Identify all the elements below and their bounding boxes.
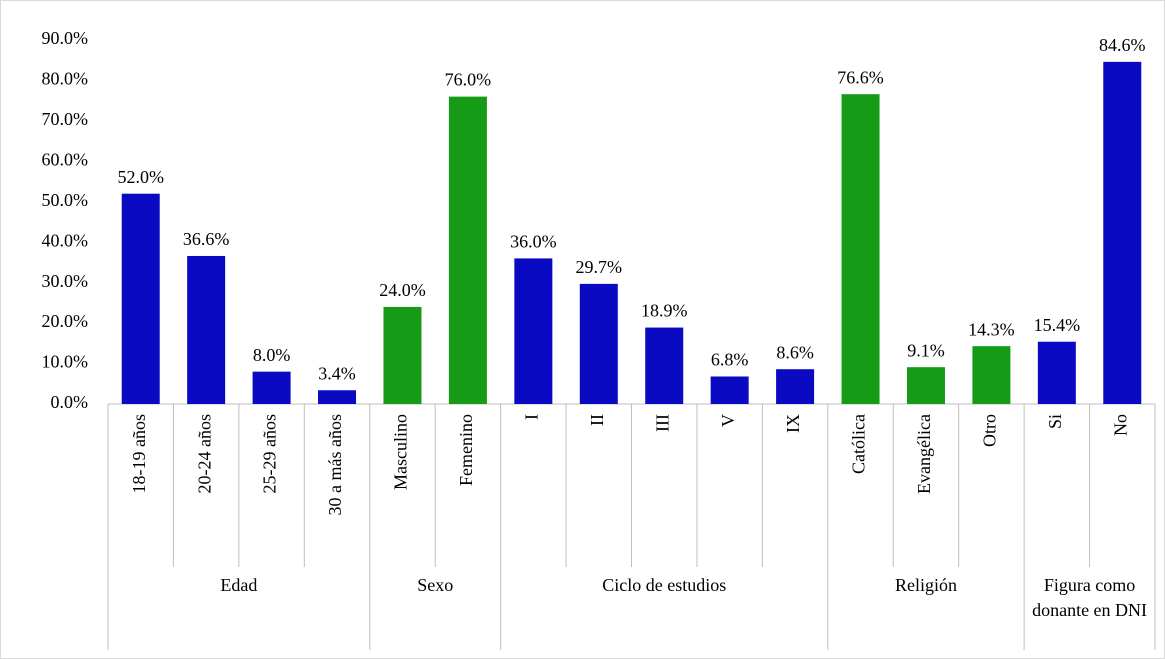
bar xyxy=(318,390,357,404)
data-label: 14.3% xyxy=(968,319,1015,339)
data-label: 84.6% xyxy=(1099,35,1146,55)
x-tick-label: V xyxy=(718,414,738,427)
y-tick-label: 40.0% xyxy=(42,230,89,250)
x-tick-label: 18-19 años xyxy=(129,414,149,494)
data-label: 76.0% xyxy=(445,70,492,90)
data-label: 8.0% xyxy=(253,345,291,365)
bar xyxy=(579,283,618,404)
data-label: 36.0% xyxy=(510,232,557,252)
x-tick-label: II xyxy=(587,414,607,426)
group-label: Ciclo de estudios xyxy=(602,575,727,595)
bar xyxy=(514,258,553,404)
data-label: 76.6% xyxy=(837,67,884,87)
x-tick-label: III xyxy=(652,414,672,432)
bar xyxy=(776,369,815,404)
y-tick-label: 10.0% xyxy=(42,352,89,372)
group-label: Figura como donante en DNI xyxy=(1032,575,1148,620)
bar xyxy=(645,327,684,404)
y-tick-label: 80.0% xyxy=(42,69,89,89)
y-tick-label: 30.0% xyxy=(42,271,89,291)
x-tick-label: Otro xyxy=(980,414,1000,447)
data-label: 36.6% xyxy=(183,229,230,249)
data-label: 52.0% xyxy=(117,167,164,187)
bar xyxy=(121,193,160,404)
data-label: 18.9% xyxy=(641,301,688,321)
x-tick-label: Femenino xyxy=(456,414,476,486)
group-label: Sexo xyxy=(417,575,454,595)
group-label: Edad xyxy=(220,575,258,595)
x-tick-label: 25-29 años xyxy=(260,414,280,494)
bar xyxy=(187,255,226,404)
bar xyxy=(841,94,880,404)
data-label: 15.4% xyxy=(1034,315,1081,335)
bar xyxy=(1037,341,1076,404)
bar xyxy=(1103,61,1142,405)
bar xyxy=(906,367,945,404)
y-tick-label: 0.0% xyxy=(51,392,89,412)
data-label: 24.0% xyxy=(379,280,426,300)
data-label: 9.1% xyxy=(907,340,945,360)
x-tick-label: Evangélica xyxy=(914,414,934,494)
y-tick-label: 90.0% xyxy=(42,28,89,48)
y-tick-label: 70.0% xyxy=(42,109,89,129)
x-tick-label: 20-24 años xyxy=(194,414,214,494)
group-label: Religión xyxy=(894,575,957,595)
y-tick-label: 60.0% xyxy=(42,149,89,169)
bar xyxy=(383,306,422,404)
data-label: 3.4% xyxy=(318,363,356,383)
x-tick-label: Masculino xyxy=(391,414,411,490)
bar xyxy=(448,96,487,404)
x-tick-label: No xyxy=(1110,414,1130,436)
data-label: 6.8% xyxy=(711,350,749,370)
x-tick-label: Católica xyxy=(849,414,869,474)
x-tick-label: I xyxy=(521,414,541,420)
data-label: 29.7% xyxy=(576,257,623,277)
bar xyxy=(972,346,1011,404)
data-label: 8.6% xyxy=(776,342,814,362)
bar xyxy=(710,376,749,404)
bar xyxy=(252,371,291,404)
x-tick-label: IX xyxy=(783,414,803,433)
x-tick-label: Si xyxy=(1045,414,1065,429)
x-tick-label: 30 a más años xyxy=(325,414,345,515)
y-tick-label: 50.0% xyxy=(42,190,89,210)
y-tick-label: 20.0% xyxy=(42,311,89,331)
